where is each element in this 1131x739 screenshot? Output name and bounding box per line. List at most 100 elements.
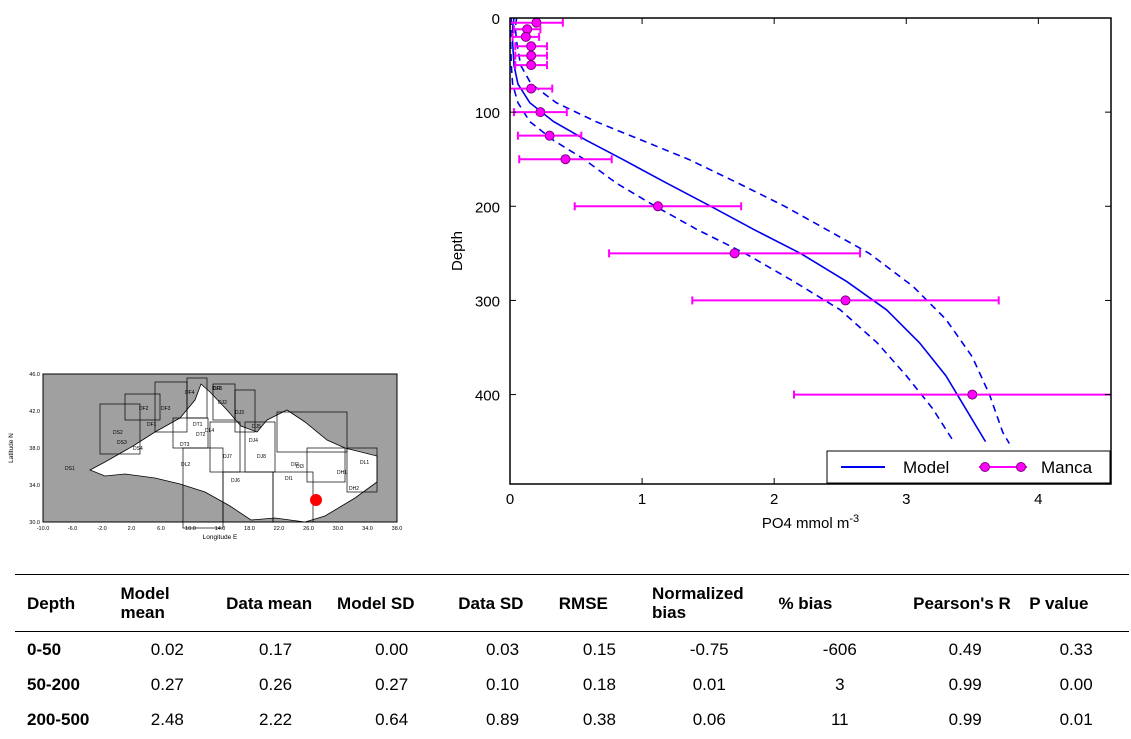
header-model-mean: Model mean bbox=[120, 584, 170, 622]
cell-depth: 200-500 bbox=[27, 709, 90, 729]
map-box-label: DL2 bbox=[181, 462, 190, 468]
x-tick-label: 2 bbox=[770, 491, 778, 508]
cell-p-value: 0.01 bbox=[1059, 709, 1093, 729]
map-lon-label: -6.0 bbox=[68, 526, 77, 532]
map-box-label: DJ3 bbox=[235, 410, 244, 416]
map-box-label: DJ5 bbox=[252, 424, 261, 430]
x-tick-label: 3 bbox=[902, 491, 910, 508]
map-lon-label: 2.0 bbox=[128, 526, 136, 532]
legend-manca-marker bbox=[980, 462, 990, 472]
manca-point bbox=[544, 130, 555, 141]
cell-data-sd: 0.10 bbox=[485, 674, 520, 694]
map-box-label: DJ1 bbox=[212, 386, 221, 392]
manca-point bbox=[652, 201, 663, 212]
manca-point bbox=[526, 60, 537, 71]
map-lon-label: 10.0 bbox=[185, 526, 196, 532]
map-box-label: DT1 bbox=[193, 422, 203, 428]
map-box-label: DF5 bbox=[213, 386, 223, 392]
cell-p-value: 0.00 bbox=[1059, 674, 1093, 694]
cell-model-mean: 0.02 bbox=[150, 639, 184, 659]
y-tick-label: 400 bbox=[475, 388, 500, 405]
cell-pearsons-r: 0.49 bbox=[948, 639, 982, 659]
map-box-label: DJ6 bbox=[231, 478, 240, 484]
map-box-label: DI1 bbox=[285, 476, 293, 482]
manca-point bbox=[520, 31, 531, 42]
map-box-label: DJ7 bbox=[223, 454, 232, 460]
header-normalized-bias: Normalized bias bbox=[652, 584, 744, 622]
manca-point bbox=[526, 50, 537, 61]
map-lon-label: 38.0 bbox=[392, 526, 403, 532]
model-line bbox=[511, 18, 987, 443]
manca-point bbox=[729, 248, 740, 259]
map-lat-label: 38.0 bbox=[29, 446, 40, 452]
model-sd-dashed-line bbox=[510, 18, 954, 441]
manca-point bbox=[526, 41, 537, 52]
map-box-label: DI3 bbox=[296, 464, 304, 470]
map-lon-label: 14.0 bbox=[215, 526, 226, 532]
map-box-label: DS1 bbox=[65, 466, 75, 472]
cell-model-mean: 2.48 bbox=[150, 709, 184, 729]
legend: Model Manca bbox=[826, 450, 1111, 484]
x-tick-label: 4 bbox=[1034, 491, 1042, 508]
legend-model-label: Model bbox=[903, 458, 949, 477]
x-axis-label: PO4 mmol m-3 bbox=[762, 513, 859, 532]
manca-point bbox=[526, 83, 537, 94]
header-pearsons-r: Pearson's R bbox=[913, 593, 1011, 613]
map-box-label: DF4 bbox=[185, 390, 195, 396]
header-data-mean: Data mean bbox=[226, 593, 313, 613]
map-lon-label: 6.0 bbox=[157, 526, 165, 532]
manca-point bbox=[560, 154, 571, 165]
map-box-label: DJ2 bbox=[218, 400, 227, 406]
map-box-label: DJ8 bbox=[257, 454, 266, 460]
cell-rmse: 0.38 bbox=[582, 709, 616, 729]
cell-model-sd: 0.00 bbox=[375, 639, 409, 659]
map-subbasin-box bbox=[99, 403, 141, 455]
table-row: 50-200 0.27 0.26 0.27 0.10 0.18 0.01 3 0… bbox=[15, 667, 1129, 702]
manca-point bbox=[967, 389, 978, 400]
map-box-label: DH2 bbox=[349, 486, 359, 492]
map-inset: DS1 DS2 DS3 DS4 DF1 DF2 DF3 DF4 DT1 DT2 DT3 DJ1 DJ2 D… bbox=[5, 370, 405, 552]
cell-model-mean: 0.27 bbox=[150, 674, 184, 694]
x-tick-label: 1 bbox=[638, 491, 646, 508]
map-lon-label: -10.0 bbox=[37, 526, 50, 532]
manca-point bbox=[535, 107, 546, 118]
y-tick-label: 100 bbox=[475, 105, 500, 122]
map-box-label: DS4 bbox=[133, 446, 143, 452]
plot-area bbox=[510, 18, 1111, 444]
map-lat-label: 34.0 bbox=[29, 483, 40, 489]
cell-percent-bias: -606 bbox=[822, 639, 857, 659]
map-box-label: DS2 bbox=[113, 430, 123, 436]
cell-data-mean: 0.17 bbox=[259, 639, 293, 659]
y-tick-label: 200 bbox=[475, 199, 500, 216]
cell-data-sd: 0.03 bbox=[485, 639, 520, 659]
plot-frame bbox=[509, 17, 1112, 485]
mediterranean-map: DS1 DS2 DS3 DS4 DF1 DF2 DF3 DF4 DT1 DT2 DT3 DJ1 DJ2 D… bbox=[8, 372, 403, 541]
cell-p-value: 0.33 bbox=[1059, 639, 1093, 659]
x-axis-label-text: PO4 mmol m bbox=[762, 515, 850, 532]
map-subbasin-box bbox=[276, 411, 348, 453]
table-header-row: Depth Model mean Data mean Model SD Data… bbox=[15, 574, 1129, 632]
map-box-label: DT3 bbox=[180, 442, 190, 448]
table-row: 200-500 2.48 2.22 0.64 0.89 0.38 0.06 11… bbox=[15, 702, 1129, 737]
map-box-label: DF2 bbox=[139, 406, 149, 412]
map-x-axis-label: Longitude E bbox=[203, 534, 238, 541]
cell-pearsons-r: 0.99 bbox=[948, 674, 982, 694]
cell-rmse: 0.15 bbox=[582, 639, 616, 659]
map-lon-label: 22.0 bbox=[274, 526, 285, 532]
cell-percent-bias: 3 bbox=[835, 674, 845, 694]
cell-rmse: 0.18 bbox=[582, 674, 616, 694]
cell-data-sd: 0.89 bbox=[485, 709, 520, 729]
cell-depth: 50-200 bbox=[27, 674, 80, 694]
manca-point bbox=[840, 295, 851, 306]
header-depth: Depth bbox=[27, 593, 76, 613]
map-subbasin-box bbox=[306, 447, 346, 483]
cell-normalized-bias: 0.01 bbox=[692, 674, 726, 694]
cell-depth: 0-50 bbox=[27, 639, 62, 659]
cell-data-mean: 2.22 bbox=[259, 709, 293, 729]
map-box-label: DH1 bbox=[337, 470, 347, 476]
map-subbasin-box bbox=[124, 393, 161, 421]
map-subbasin-box bbox=[346, 447, 378, 493]
map-lon-label: 26.0 bbox=[303, 526, 314, 532]
header-data-sd: Data SD bbox=[458, 593, 524, 613]
y-tick-label: 0 bbox=[492, 11, 500, 28]
